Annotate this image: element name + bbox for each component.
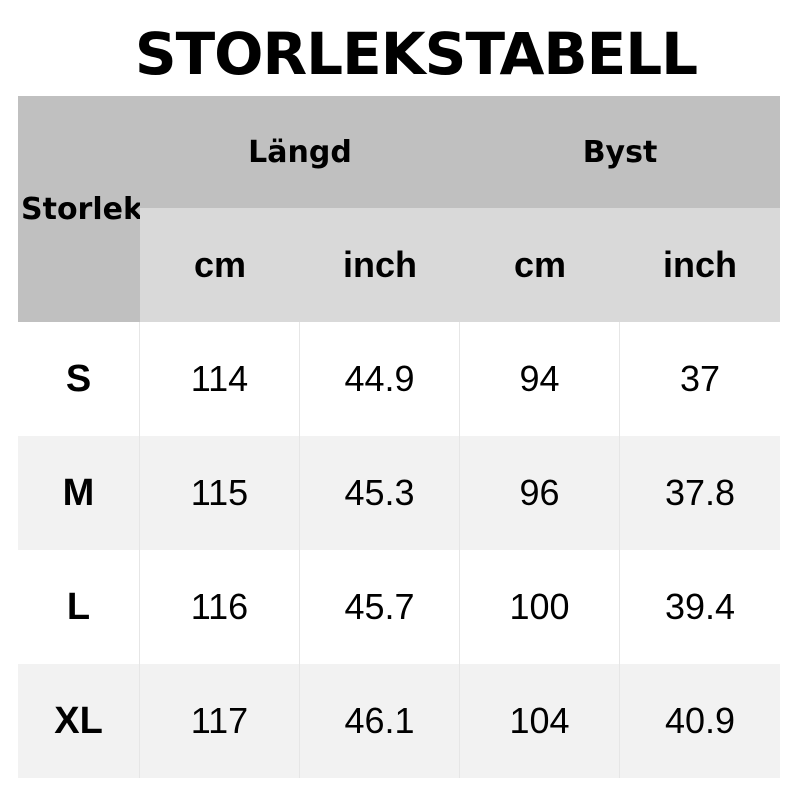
value-cell: 94 (460, 322, 620, 436)
header-unit: inch (620, 208, 780, 322)
value-cell: 116 (140, 550, 300, 664)
value-cell: 39.4 (664, 586, 736, 627)
value-cell: 44.9 (300, 322, 460, 436)
value-cell: 114 (140, 322, 300, 436)
value-cell: 46.1 (300, 664, 460, 778)
value-cell: 37 (679, 358, 721, 399)
value-cell: 45.7 (300, 550, 460, 664)
size-cell: S (18, 322, 140, 436)
value-cell: 115 (140, 436, 300, 550)
page-title: STORLEKSTABELL (134, 20, 698, 88)
value-cell: 100 (460, 550, 620, 664)
header-unit: cm (140, 208, 300, 322)
value-cell: 117 (140, 664, 300, 778)
size-cell: L (18, 550, 140, 664)
header-group-length: Längd (140, 96, 460, 208)
value-cell: 45.3 (300, 436, 460, 550)
size-cell: XL (18, 664, 140, 778)
size-cell: M (18, 436, 140, 550)
value-cell: 104 (460, 664, 620, 778)
value-cell: 37.8 (620, 436, 780, 550)
value-cell: 96 (460, 436, 620, 550)
header-size-label: Storlek (21, 191, 143, 227)
header-group-bust: Byst (460, 96, 780, 208)
value-cell: 40.9 (620, 664, 780, 778)
header-unit: inch (300, 208, 460, 322)
header-size: Storlek (18, 96, 143, 322)
header-unit: cm (460, 208, 620, 322)
